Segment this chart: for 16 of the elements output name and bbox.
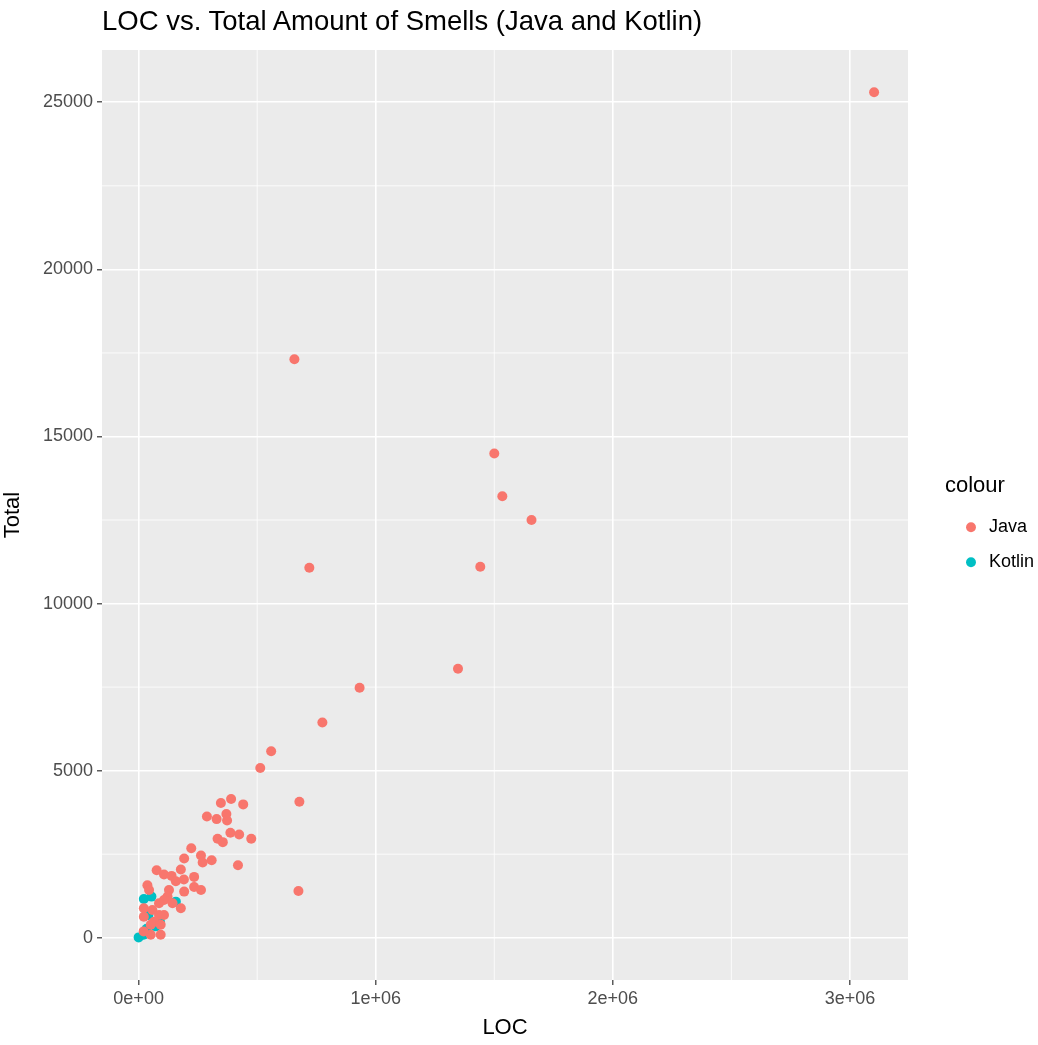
y-tick-label: 15000	[42, 425, 93, 446]
y-tick-label: 20000	[42, 258, 93, 279]
x-tick-label: 3e+06	[824, 987, 876, 1008]
y-tick-label: 5000	[52, 759, 93, 780]
y-tick-label: 0	[82, 926, 93, 947]
x-tick-label: 1e+06	[350, 987, 402, 1008]
x-axis-title: LOC	[482, 1013, 528, 1039]
legend-title: colour	[945, 471, 1005, 497]
y-tick-label: 25000	[42, 91, 93, 112]
legend-label: Kotlin	[989, 551, 1035, 572]
legend-label: Java	[989, 516, 1029, 537]
x-tick-label: 0e+00	[113, 987, 164, 1008]
x-tick-label: 2e+06	[587, 987, 639, 1008]
y-axis-title: Total	[0, 491, 25, 539]
chart-title: LOC vs. Total Amount of Smells (Java and Kotlin)	[102, 5, 703, 37]
y-tick-label: 10000	[42, 592, 93, 613]
